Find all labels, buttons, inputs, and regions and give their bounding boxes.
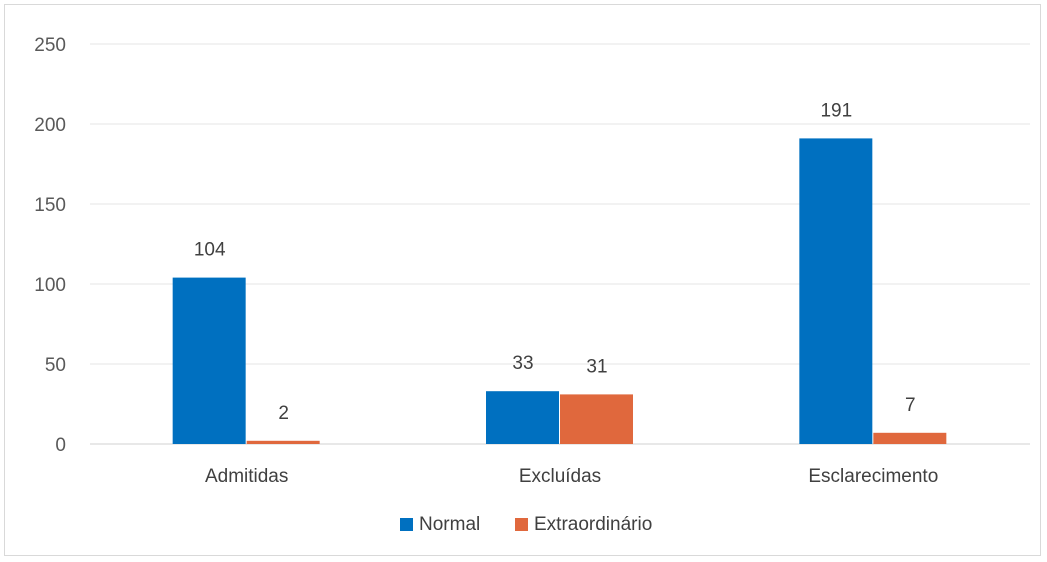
- y-tick-label: 150: [34, 195, 66, 216]
- legend-item: Extraordinário: [515, 514, 652, 535]
- x-axis: Admitidas Excluídas Esclarecimento: [205, 466, 938, 487]
- y-tick-label: 250: [34, 35, 66, 56]
- x-tick-label: Esclarecimento: [808, 466, 938, 487]
- y-tick-label: 50: [45, 355, 66, 376]
- legend-label: Extraordinário: [534, 514, 652, 535]
- bar-extraordinario: [873, 432, 947, 444]
- legend-label: Normal: [419, 514, 480, 535]
- bar-extraordinario: [560, 394, 633, 444]
- x-tick-label: Admitidas: [205, 466, 288, 487]
- data-label: 191: [820, 100, 852, 121]
- x-tick-label: Excluídas: [519, 466, 601, 487]
- legend-swatch: [515, 518, 528, 531]
- bar-normal: [486, 391, 559, 444]
- bar-normal: [799, 138, 873, 444]
- bar-extraordinario: [246, 440, 320, 444]
- data-labels: 104 2 33 31 191 7: [194, 100, 916, 423]
- data-label: 2: [278, 403, 289, 424]
- legend-swatch: [400, 518, 413, 531]
- legend-item: Normal: [400, 514, 480, 535]
- legend: Normal Extraordinário: [400, 514, 652, 535]
- bars: [172, 138, 947, 444]
- y-tick-label: 100: [34, 275, 66, 296]
- y-tick-label: 200: [34, 115, 66, 136]
- data-label: 31: [586, 356, 607, 377]
- data-label: 7: [905, 395, 916, 416]
- bar-normal: [172, 277, 246, 444]
- data-label: 104: [194, 240, 226, 261]
- y-axis: 0 50 100 150 200 250: [34, 35, 66, 456]
- data-label: 33: [512, 353, 533, 374]
- y-tick-label: 0: [55, 435, 66, 456]
